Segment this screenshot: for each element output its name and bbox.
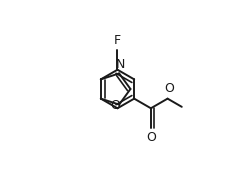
Text: F: F (114, 34, 121, 47)
Text: O: O (164, 82, 174, 95)
Text: N: N (115, 58, 125, 71)
Text: O: O (110, 99, 120, 112)
Text: O: O (146, 131, 156, 144)
